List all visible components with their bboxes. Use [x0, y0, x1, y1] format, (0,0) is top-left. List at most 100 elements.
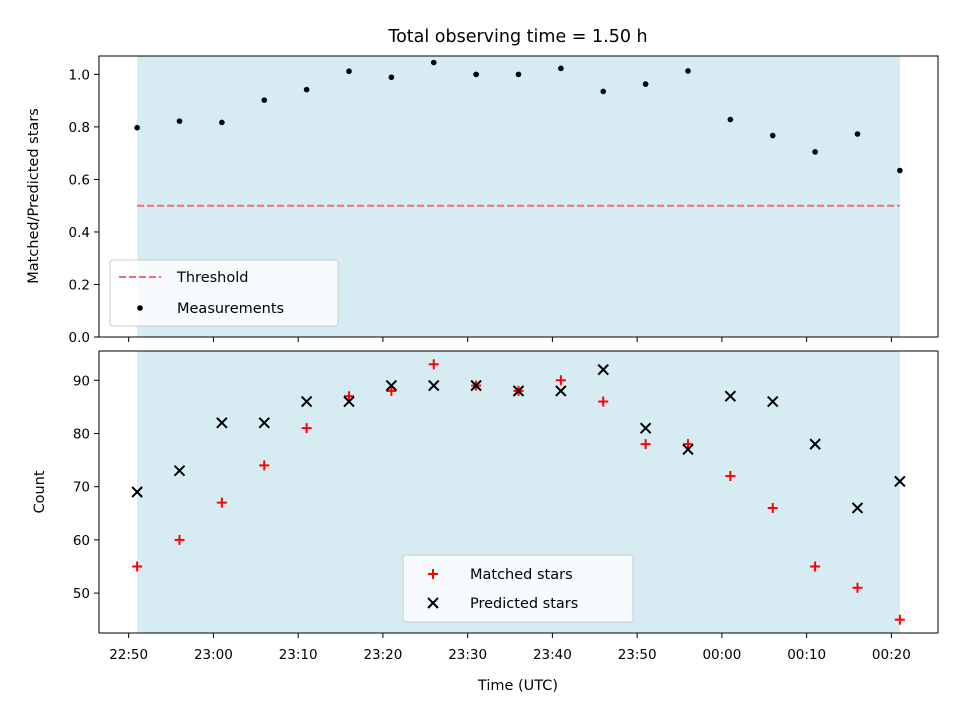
x-tick-label: 23:50: [618, 647, 657, 663]
marker-stroke: [343, 395, 355, 408]
measurement-point: [727, 116, 734, 123]
measurement-point: [558, 65, 564, 72]
y-tick-label: 0.6: [69, 172, 90, 188]
predicted-star-marker: [894, 475, 906, 488]
matched-star-marker: [640, 439, 651, 450]
legend-predicted-label: Predicted stars: [470, 596, 578, 612]
measurement-point: [685, 68, 691, 74]
matched-star-marker: [428, 359, 439, 370]
predicted-star-marker: [682, 443, 694, 456]
predicted-star-marker: [258, 417, 270, 429]
x-tick-label: 22:50: [109, 647, 148, 663]
legend-threshold-label: Threshold: [176, 270, 248, 286]
marker-stroke: [216, 417, 228, 429]
measurement-point: [473, 71, 479, 78]
y-tick-label: 1.0: [69, 67, 90, 83]
marker-stroke: [767, 395, 779, 408]
marker-stroke: [809, 438, 821, 450]
bottom-ylabel: Count: [32, 470, 48, 513]
marker-stroke: [428, 379, 440, 392]
measurement-point: [261, 97, 268, 103]
y-tick-label: 80: [73, 426, 90, 442]
matched-star-marker: [174, 534, 185, 545]
measurement-point: [176, 118, 183, 124]
matched-star-marker: [386, 385, 397, 396]
legend-predicted-swatch: [427, 597, 439, 609]
predicted-star-marker: [428, 379, 440, 392]
axes-frame: [98, 55, 939, 338]
predicted-star-marker: [851, 502, 864, 514]
marker-stroke: [894, 475, 906, 488]
matched-star-marker: [894, 614, 905, 625]
axes-frame: [98, 350, 939, 634]
legend-box: [109, 259, 339, 327]
measurement-point: [600, 88, 607, 95]
measurement-point: [812, 149, 818, 155]
matched-star-marker: [344, 391, 355, 402]
measurement-point: [303, 86, 310, 93]
predicted-star-marker: [173, 465, 186, 477]
measurement-point: [388, 74, 395, 81]
y-tick-label: 0.8: [69, 120, 90, 136]
marker-stroke: [724, 390, 737, 402]
predicted-star-marker: [767, 395, 779, 408]
measurement-point: [430, 59, 437, 66]
x-tick-label: 00:10: [787, 647, 826, 663]
x-tick-label: 00:00: [702, 647, 741, 663]
matched-star-marker: [301, 423, 312, 434]
y-tick-label: 50: [73, 586, 90, 602]
y-tick-label: 0.0: [69, 330, 90, 346]
predicted-star-marker: [597, 363, 609, 376]
matched-star-marker: [852, 582, 863, 593]
measurement-point: [515, 71, 522, 78]
measurement-point: [134, 124, 140, 131]
predicted-star-marker: [639, 422, 652, 434]
matched-star-marker: [132, 561, 143, 572]
measurement-point: [219, 119, 225, 126]
predicted-star-marker: [300, 395, 313, 408]
y-tick-label: 0.4: [69, 225, 90, 241]
matched-star-marker: [810, 561, 821, 572]
measurement-point: [769, 132, 776, 139]
marker-stroke: [639, 422, 652, 434]
matched-star-marker: [725, 471, 736, 482]
matched-star-marker: [259, 460, 270, 471]
chart-title: Total observing time = 1.50 h: [387, 27, 647, 47]
marker-stroke: [173, 465, 186, 477]
marker-stroke: [682, 443, 694, 456]
x-tick-label: 23:40: [533, 647, 572, 663]
marker-stroke: [300, 395, 313, 408]
marker-stroke: [512, 385, 525, 397]
predicted-star-marker: [512, 385, 525, 397]
predicted-star-marker: [385, 379, 398, 392]
x-tick-label: 23:10: [279, 647, 318, 663]
predicted-star-marker: [555, 385, 567, 397]
marker-stroke: [131, 486, 143, 498]
measurement-point: [642, 81, 649, 87]
predicted-star-marker: [809, 438, 821, 450]
legend-measurement-label: Measurements: [177, 301, 284, 317]
legend-box: [402, 554, 634, 623]
x-tick-label: 00:20: [872, 647, 911, 663]
marker-stroke: [555, 385, 567, 397]
legend: Threshold Measurements: [109, 259, 339, 327]
ratio-panel: 0.0 0.2 0.4 0.6 0.8 1.0 Threshold Measurements: [69, 55, 939, 346]
matched-star-marker: [767, 502, 778, 513]
legend: Matched stars Predicted stars: [402, 554, 634, 623]
predicted-star-marker: [724, 390, 737, 402]
marker-stroke: [258, 417, 270, 429]
marker-stroke: [851, 502, 864, 514]
marker-stroke: [385, 379, 398, 392]
x-tick-label: 23:20: [363, 647, 402, 663]
marker-stroke: [597, 363, 609, 376]
predicted-star-marker: [216, 417, 228, 429]
y-tick-label: 60: [73, 533, 90, 549]
y-tick-label: 0.2: [69, 277, 90, 293]
legend-measurement-swatch: [137, 305, 143, 311]
x-tick-label: 23:30: [448, 647, 487, 663]
measurement-point: [346, 68, 352, 75]
predicted-star-marker: [470, 379, 482, 392]
matched-star-marker: [555, 375, 566, 386]
x-tick-label: 23:00: [194, 647, 233, 663]
